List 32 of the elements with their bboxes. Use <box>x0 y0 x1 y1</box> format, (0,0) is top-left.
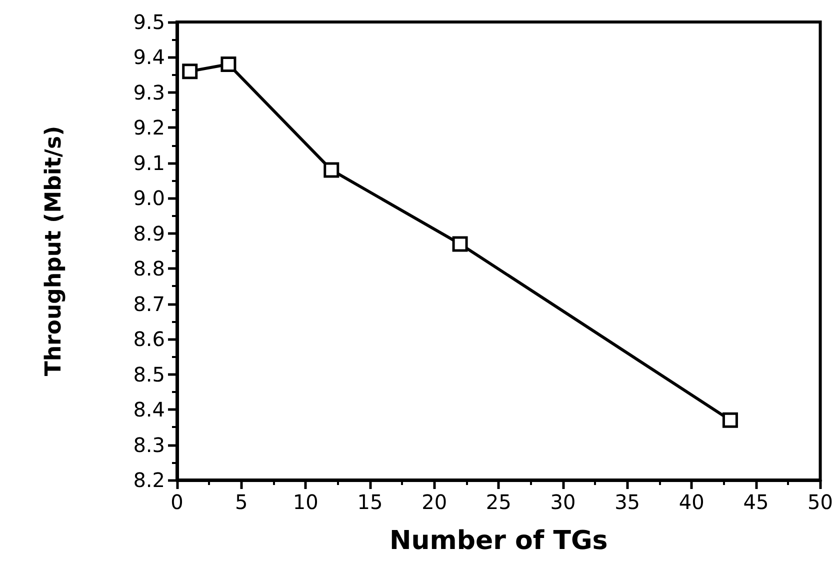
x-tick-label: 20 <box>422 490 448 514</box>
x-tick-label: 50 <box>808 490 833 514</box>
y-tick-label: 8.2 <box>133 468 165 492</box>
y-tick-label: 9.5 <box>133 10 165 34</box>
y-tick-label: 8.5 <box>133 362 165 386</box>
y-tick-label: 8.6 <box>133 327 165 352</box>
y-tick-label: 8.3 <box>133 432 165 457</box>
point <box>324 162 340 178</box>
y-tick-label: 8.8 <box>133 256 165 281</box>
y-tick-label: 8.9 <box>133 221 165 246</box>
y-tick-label: 9.0 <box>133 186 165 210</box>
y-tick-label: 9.2 <box>133 116 165 140</box>
x-tick-label: 45 <box>743 490 769 514</box>
x-tick-label: 35 <box>614 490 640 514</box>
point <box>452 236 468 252</box>
x-tick-label: 5 <box>234 490 248 514</box>
y-tick-label: 8.7 <box>133 292 165 316</box>
y-axis-title: Throughput (Mbit/s) <box>42 126 66 376</box>
point <box>182 64 198 80</box>
y-tick-label: 9.3 <box>133 80 165 104</box>
x-tick-label: 40 <box>678 490 704 514</box>
x-tick-label: 25 <box>486 490 512 514</box>
x-tick-label: 15 <box>357 490 383 514</box>
y-tick-label: 9.4 <box>133 45 165 70</box>
x-tick-label: 30 <box>550 490 576 514</box>
x-axis-title: Number of TGs <box>390 526 608 556</box>
point <box>220 56 236 72</box>
y-tick-label: 9.1 <box>133 150 165 175</box>
x-tick-label: 10 <box>292 490 318 514</box>
x-tick-label: 0 <box>170 490 184 514</box>
y-tick-label: 8.4 <box>133 398 165 422</box>
point <box>722 412 738 428</box>
